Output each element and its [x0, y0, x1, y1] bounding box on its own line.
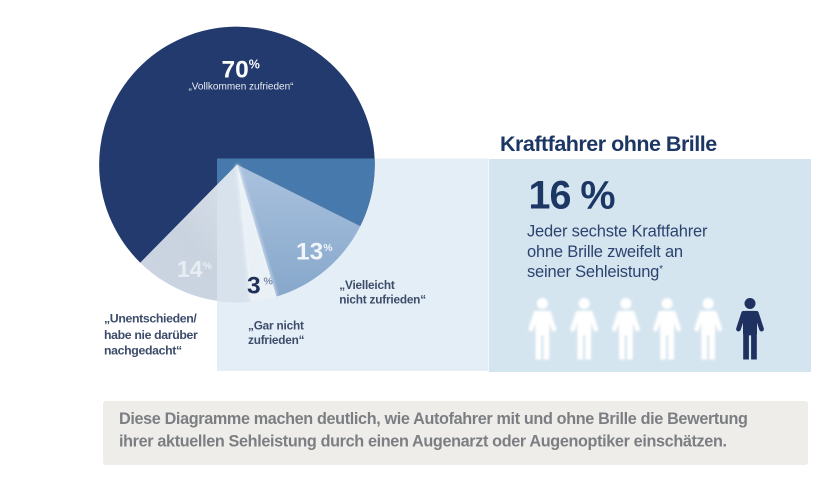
svg-text:nicht zufrieden“: nicht zufrieden“: [339, 293, 426, 307]
svg-text:„Gar nicht: „Gar nicht: [248, 318, 304, 332]
svg-text:„Unentschieden/: „Unentschieden/: [104, 312, 197, 326]
svg-text:Diese Diagramme machen deutlic: Diese Diagramme machen deutlich, wie Aut…: [119, 410, 748, 428]
svg-text:Kraftfahrer ohne Brille: Kraftfahrer ohne Brille: [500, 132, 717, 156]
svg-text:„Vielleicht: „Vielleicht: [339, 278, 395, 292]
svg-text:ohne Brille zweifelt an: ohne Brille zweifelt an: [527, 243, 683, 261]
svg-text:zufrieden“: zufrieden“: [248, 333, 305, 347]
svg-text:habe nie darüber: habe nie darüber: [104, 328, 198, 342]
svg-text:ihrer aktuellen Sehleistung du: ihrer aktuellen Sehleistung durch einen …: [119, 432, 727, 450]
svg-text:nachgedacht“: nachgedacht“: [104, 344, 182, 358]
svg-text:Jeder sechste Kraftfahrer: Jeder sechste Kraftfahrer: [527, 223, 708, 241]
svg-text:seiner Sehleistung*: seiner Sehleistung*: [527, 263, 663, 281]
svg-text:16 %: 16 %: [529, 173, 616, 217]
svg-text:„Vollkommen zufrieden“: „Vollkommen zufrieden“: [188, 82, 293, 93]
